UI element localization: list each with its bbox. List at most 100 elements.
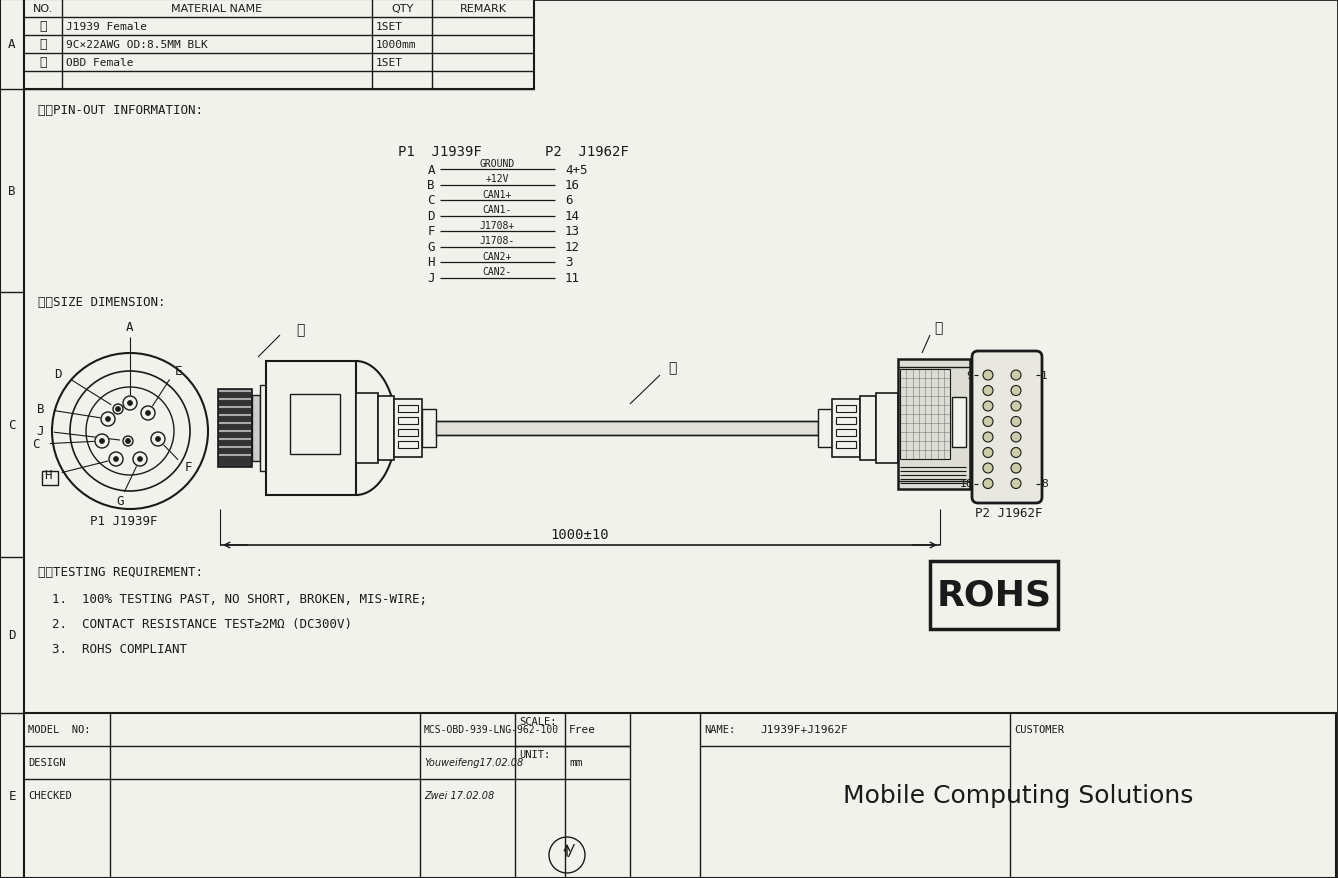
Circle shape (99, 439, 104, 444)
Text: ①: ① (296, 322, 304, 336)
Text: MCS-OBD-939-LNG-962-100: MCS-OBD-939-LNG-962-100 (424, 724, 559, 734)
Text: J1708+: J1708+ (480, 220, 515, 231)
Bar (356, 393, 379, 464)
Text: /: / (566, 844, 575, 859)
Text: +12V: +12V (486, 175, 510, 184)
Bar (397, 442, 417, 449)
Text: F: F (185, 461, 193, 474)
Text: 13: 13 (565, 226, 579, 238)
Text: 12: 12 (565, 241, 579, 254)
Text: F: F (428, 226, 435, 238)
Text: J1939 Female: J1939 Female (66, 22, 147, 32)
Text: H: H (44, 469, 52, 482)
Text: ②: ② (39, 39, 47, 52)
Bar (818, 409, 832, 448)
Bar (953, 398, 966, 448)
Text: OBD Female: OBD Female (66, 58, 134, 68)
Circle shape (1012, 448, 1021, 458)
Text: Free: Free (569, 724, 595, 734)
Bar (260, 385, 266, 471)
Text: 1SET: 1SET (376, 22, 403, 32)
Bar (266, 362, 356, 495)
Text: P2 J1962F: P2 J1962F (975, 507, 1042, 520)
Text: SCALE:: SCALE: (519, 716, 557, 726)
Text: Mobile Computing Solutions: Mobile Computing Solutions (843, 783, 1193, 808)
Text: 二、SIZE DIMENSION:: 二、SIZE DIMENSION: (37, 296, 166, 309)
Circle shape (100, 413, 115, 427)
Circle shape (983, 401, 993, 412)
Bar (290, 394, 340, 455)
Bar (218, 390, 252, 467)
Circle shape (126, 439, 131, 444)
Bar (24, 713, 1337, 878)
Text: A: A (8, 39, 16, 52)
Text: 1SET: 1SET (376, 58, 403, 68)
Text: NO.: NO. (33, 4, 54, 14)
Bar (836, 442, 856, 449)
Text: CHECKED: CHECKED (28, 790, 72, 800)
Circle shape (132, 452, 147, 466)
Text: UNIT:: UNIT: (519, 749, 550, 759)
Circle shape (983, 371, 993, 380)
Text: ROHS: ROHS (937, 579, 1052, 612)
Text: ③: ③ (934, 320, 942, 335)
Text: 三、TESTING REQUIREMENT:: 三、TESTING REQUIREMENT: (37, 565, 203, 579)
Text: CAN2-: CAN2- (483, 267, 512, 277)
Bar (397, 429, 417, 436)
Bar (397, 406, 417, 413)
Bar (900, 370, 950, 459)
Text: ②: ② (668, 361, 676, 375)
Circle shape (127, 401, 132, 406)
Bar (24, 0, 534, 90)
Text: CUSTOMER: CUSTOMER (1014, 724, 1064, 734)
Text: NAME:: NAME: (704, 724, 736, 734)
Bar (876, 393, 898, 464)
Circle shape (140, 407, 155, 421)
Text: H: H (428, 256, 435, 270)
Text: 3.  ROHS COMPLIANT: 3. ROHS COMPLIANT (52, 643, 187, 656)
Circle shape (1012, 386, 1021, 396)
Circle shape (52, 354, 207, 509)
Circle shape (95, 435, 108, 449)
Circle shape (983, 448, 993, 458)
Bar (41, 471, 58, 486)
Text: 9C×22AWG OD:8.5MM BLK: 9C×22AWG OD:8.5MM BLK (66, 40, 207, 50)
Text: CAN2+: CAN2+ (483, 252, 512, 262)
Text: 14: 14 (565, 210, 579, 223)
Circle shape (115, 407, 120, 412)
Text: CAN1-: CAN1- (483, 205, 512, 215)
Text: ①: ① (39, 20, 47, 33)
Text: J: J (428, 271, 435, 284)
Text: 3: 3 (565, 256, 573, 270)
Text: P1  J1939F: P1 J1939F (397, 145, 482, 159)
Text: mm: mm (569, 757, 582, 767)
Text: 11: 11 (565, 271, 579, 284)
Text: C: C (32, 438, 40, 451)
Text: 6: 6 (565, 194, 573, 207)
Circle shape (1012, 401, 1021, 412)
Text: 2.  CONTACT RESISTANCE TEST≥2MΩ (DC300V): 2. CONTACT RESISTANCE TEST≥2MΩ (DC300V) (52, 618, 352, 630)
Text: 16: 16 (565, 179, 579, 191)
Text: B: B (36, 403, 44, 416)
Text: D: D (8, 629, 16, 642)
Circle shape (983, 464, 993, 473)
Text: Youweifeng17.02.08: Youweifeng17.02.08 (424, 757, 523, 767)
Circle shape (138, 457, 143, 462)
Text: P1 J1939F: P1 J1939F (90, 515, 158, 528)
Text: E: E (175, 365, 182, 378)
Circle shape (155, 437, 161, 442)
Text: 1: 1 (1041, 371, 1048, 380)
Text: G: G (428, 241, 435, 254)
Circle shape (108, 452, 123, 466)
Text: 8: 8 (1041, 479, 1048, 489)
Bar (860, 397, 876, 460)
Bar (393, 399, 421, 457)
Bar (421, 409, 436, 448)
Text: Zwei 17.02.08: Zwei 17.02.08 (424, 790, 494, 800)
Bar (252, 396, 260, 462)
Text: C: C (428, 194, 435, 207)
Circle shape (1012, 433, 1021, 443)
Circle shape (1012, 479, 1021, 489)
Circle shape (1012, 417, 1021, 427)
Text: 1.  100% TESTING PAST, NO SHORT, BROKEN, MIS-WIRE;: 1. 100% TESTING PAST, NO SHORT, BROKEN, … (52, 593, 427, 606)
